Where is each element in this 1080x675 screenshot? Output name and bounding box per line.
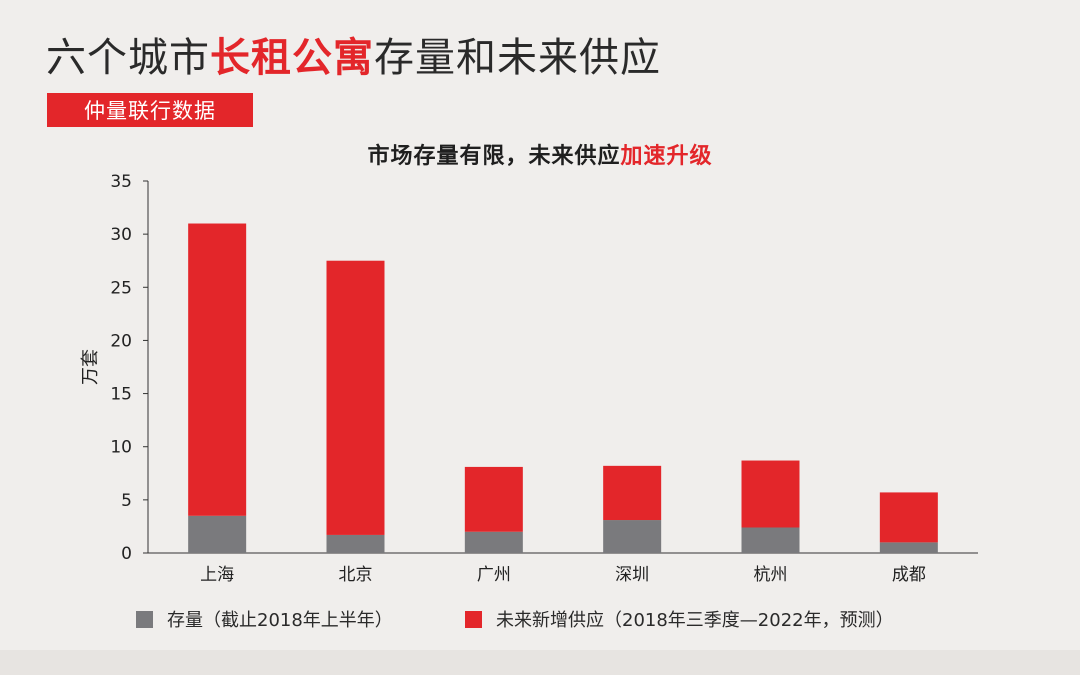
legend-swatch-future-supply xyxy=(465,610,482,628)
x-tick-label: 深圳 xyxy=(615,565,649,585)
x-tick-label: 成都 xyxy=(892,565,926,585)
chart-title-highlight: 加速升级 xyxy=(620,144,713,169)
x-tick-label: 上海 xyxy=(200,565,234,585)
x-tick-label: 杭州 xyxy=(754,565,788,585)
bar-future-supply xyxy=(326,260,385,535)
bar-stock xyxy=(879,542,938,553)
legend-item-future-supply: 未来新增供应（2018年三季度—2022年，预测） xyxy=(465,606,894,632)
y-tick-label: 5 xyxy=(121,491,132,511)
legend-label-stock: 存量（截止2018年上半年） xyxy=(167,610,393,631)
bar-stock xyxy=(603,520,662,553)
bar-future-supply xyxy=(879,492,938,543)
chart-axes xyxy=(143,180,978,554)
bar-stock xyxy=(741,527,800,553)
y-tick-label: 25 xyxy=(110,278,132,298)
page-title-highlight: 长租公寓 xyxy=(210,35,374,81)
source-badge: 仲量联行数据 xyxy=(47,93,253,127)
chart-legend: 存量（截止2018年上半年） 未来新增供应（2018年三季度—2022年，预测） xyxy=(0,606,1080,636)
y-tick-label: 30 xyxy=(110,225,132,245)
legend-item-stock: 存量（截止2018年上半年） xyxy=(136,606,393,632)
bar-stock xyxy=(464,531,523,553)
bar-stock xyxy=(326,534,385,553)
bar-future-supply xyxy=(603,465,662,521)
chart-title: 市场存量有限，未来供应加速升级 xyxy=(0,138,1080,170)
page-title-part2: 存量和未来供应 xyxy=(374,35,661,81)
y-tick-label: 20 xyxy=(110,331,132,351)
bar-future-supply xyxy=(741,460,800,528)
x-tick-label: 北京 xyxy=(339,565,373,585)
page-title: 六个城市长租公寓存量和未来供应 xyxy=(46,32,661,84)
bottom-band xyxy=(0,650,1080,675)
y-tick-label: 10 xyxy=(110,438,132,458)
y-tick-label: 0 xyxy=(121,544,132,564)
chart-bars xyxy=(188,223,938,553)
chart-title-plain: 市场存量有限，未来供应 xyxy=(367,144,621,169)
bar-stock xyxy=(188,515,247,553)
y-tick-label: 15 xyxy=(110,385,132,405)
bar-future-supply xyxy=(464,466,523,532)
y-axis-title: 万套 xyxy=(80,349,101,385)
x-tick-label: 广州 xyxy=(477,565,511,585)
bar-future-supply xyxy=(188,223,247,516)
legend-swatch-stock xyxy=(136,610,153,628)
source-badge-label: 仲量联行数据 xyxy=(84,99,216,123)
legend-label-future-supply: 未来新增供应（2018年三季度—2022年，预测） xyxy=(496,610,894,631)
y-tick-label: 35 xyxy=(110,172,132,192)
page-title-part1: 六个城市 xyxy=(46,35,210,81)
